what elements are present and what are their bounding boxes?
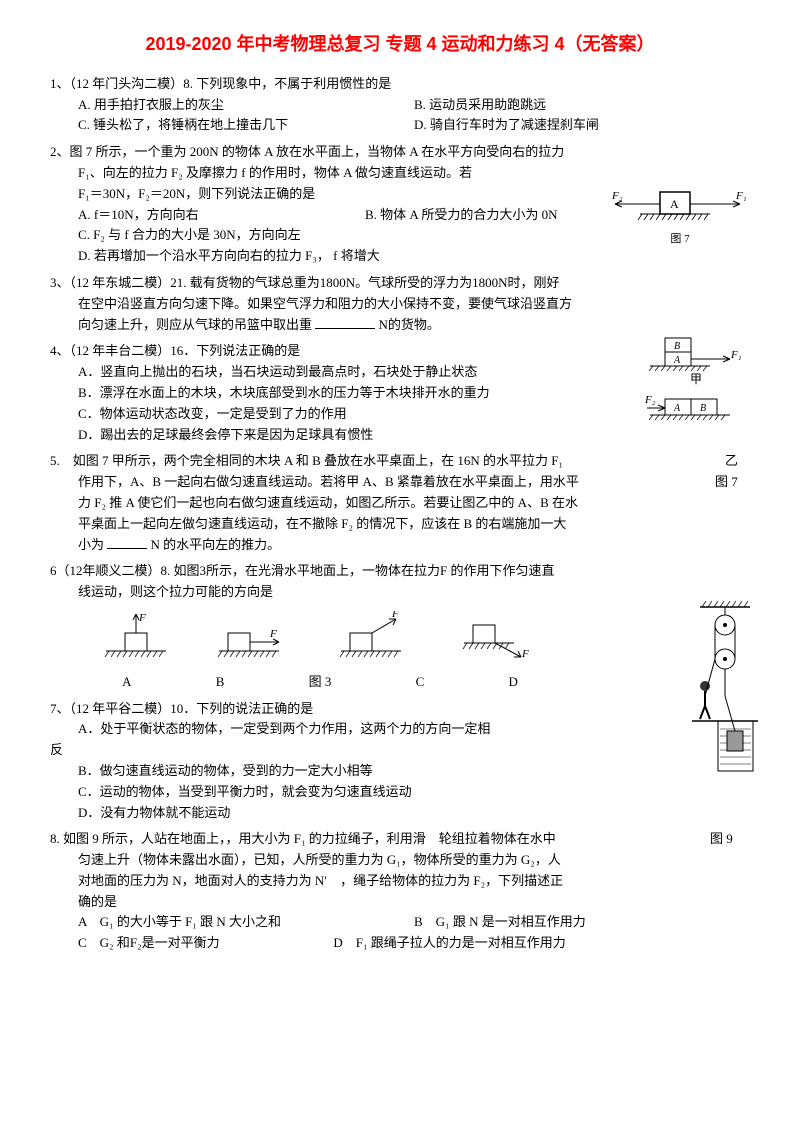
q5-line5a: 小为 <box>78 537 104 552</box>
q6-diag-b: F <box>214 611 294 668</box>
q3-blank <box>315 328 375 329</box>
svg-text:A: A <box>673 403 681 414</box>
svg-text:F: F <box>269 628 277 640</box>
q3-line2: 在空中沿竖直方向匀速下降。如果空气浮力和阻力的大小保持不变，要使气球沿竖直方 <box>50 294 750 315</box>
svg-text:甲: 甲 <box>690 372 702 386</box>
svg-text:F: F <box>391 611 399 620</box>
q6-label-a: A <box>122 672 131 693</box>
q8-fig-label: 图 9 <box>710 829 750 850</box>
page-title: 2019-2020 年中考物理总复习 专题 4 运动和力练习 4（无答案） <box>50 30 750 59</box>
question-1: 1、（12 年门头沟二模）8. 下列现象中，不属于利用惯性的是 A. 用手拍打衣… <box>50 74 750 136</box>
q3-line1: 3、（12 年东城二模）21. 载有货物的气球总重为1800N。气球所受的浮力为… <box>50 273 750 294</box>
q5-fig-yi: 乙 <box>725 451 750 472</box>
q2-line2: F₁、向左的拉力 F₂ 及摩擦力 f 的作用时，物体 A 做匀速直线运动。若 <box>50 163 750 184</box>
q7-opt-b: B．做匀速直线运动的物体，受到的力一定大小相等 <box>50 761 750 782</box>
q8-opt-d: D F₁ 跟绳子拉人的力是一对相互作用力 <box>333 933 565 954</box>
q6-label-c: C <box>416 672 425 693</box>
q2-figure: F₂ A F₁ 图 7 <box>610 184 750 248</box>
q5-line2: 作用下，A、B 一起向右做匀速直线运动。若将甲 A、B 紧靠着放在水平桌面上，用… <box>50 472 715 493</box>
q5-blank <box>107 548 147 549</box>
q3-line3a: 向匀速上升，则应从气球的吊篮中取出重 <box>78 317 312 332</box>
q6-line2: 线运动，则这个拉力可能的方向是 <box>50 582 750 603</box>
q1-opt-a: A. 用手拍打衣服上的灰尘 <box>78 95 414 116</box>
svg-text:A: A <box>673 355 681 366</box>
q2-opt-b: B. 物体 A 所受力的合力大小为 0N <box>365 205 557 226</box>
svg-text:F: F <box>521 648 529 660</box>
q8-opt-b: B G₁ 跟 N 是一对相互作用力 <box>414 912 586 933</box>
q1-stem: 1、（12 年门头沟二模）8. 下列现象中，不属于利用惯性的是 <box>50 74 750 95</box>
question-8: 8. 如图 9 所示，人站在地面上，，用大小为 F₁ 的力拉绳子，利用滑 轮组拉… <box>50 829 750 954</box>
q6-diag-c: F <box>336 611 416 668</box>
q2-f1-label: F₁ <box>735 190 747 202</box>
q5-line5b: N 的水平向左的推力。 <box>151 537 281 552</box>
q2-f2-label: F₂ <box>611 190 623 202</box>
q7-opt-d: D．没有力物体就不能运动 <box>50 803 750 824</box>
q6-label-b: B <box>216 672 225 693</box>
question-4: 4、（12 年丰台二模）16．下列说法正确的是 A．竖直向上抛出的石块，当石块运… <box>50 341 750 445</box>
q7-opt-a2: 反 <box>50 740 750 761</box>
q8-line1: 8. 如图 9 所示，人站在地面上，，用大小为 F₁ 的力拉绳子，利用滑 轮组拉… <box>50 829 710 850</box>
q8-opt-a: A G₁ 的大小等于 F₁ 跟 N 大小之和 <box>78 912 414 933</box>
q7-opt-c: C．运动的物体，当受到平衡力时，就会变为匀速直线运动 <box>50 782 750 803</box>
q3-line3b: N的货物。 <box>379 317 440 332</box>
q8-opt-c: C G₂ 和F₂是一对平衡力 <box>78 933 333 954</box>
question-6: 6（12年顺义二模）8. 如图3所示，在光滑水平地面上，一物体在拉力F 的作用下… <box>50 561 750 692</box>
q2-opt-d: D. 若再增加一个沿水平方向向右的拉力 F₃， f 将增大 <box>50 246 750 267</box>
q5-line4: 平桌面上一起向左做匀速直线运动，在不撤除 F₂ 的情况下，应该在 B 的右端施加… <box>50 514 750 535</box>
q2-diagram-svg: F₂ A F₁ <box>610 184 750 224</box>
q5-line1: 5. 如图 7 甲所示，两个完全相同的木块 A 和 B 叠放在水平桌面上，在 1… <box>50 451 725 472</box>
q6-diag-a: F <box>101 611 171 668</box>
q5-fig-label: 图 7 <box>715 472 750 493</box>
q1-opt-d: D. 骑自行车时为了减速捏刹车闸 <box>414 115 750 136</box>
question-5: 5. 如图 7 甲所示，两个完全相同的木块 A 和 B 叠放在水平桌面上，在 1… <box>50 451 750 555</box>
q2-opt-a: A. f＝10N，方向向右 <box>50 205 365 226</box>
svg-text:B: B <box>700 403 706 414</box>
q6-diagrams: F F <box>80 611 560 668</box>
q2-line1: 2、图 7 所示，一个重为 200N 的物体 A 放在水平面上，当物体 A 在水… <box>50 142 750 163</box>
q1-opt-b: B. 运动员采用助跑跳远 <box>414 95 750 116</box>
q6-line1: 6（12年顺义二模）8. 如图3所示，在光滑水平地面上，一物体在拉力F 的作用下… <box>50 561 750 582</box>
svg-text:F₁: F₁ <box>730 349 742 361</box>
q6-fig-label: 图 3 <box>309 672 332 693</box>
question-7: 7、（12 年平谷二模）10．下列的说法正确的是 A．处于平衡状态的物体，一定受… <box>50 699 750 824</box>
svg-text:F₂: F₂ <box>645 394 656 406</box>
svg-text:B: B <box>674 341 680 352</box>
q7-stem: 7、（12 年平谷二模）10．下列的说法正确的是 <box>50 699 750 720</box>
q8-line4: 确的是 <box>50 892 750 913</box>
q8-line3: 对地面的压力为 N，地面对人的支持力为 N′ ，绳子给物体的拉力为 F₂，下列描… <box>50 871 750 892</box>
q1-opt-c: C. 锤头松了，将锤柄在地上撞击几下 <box>78 115 414 136</box>
q8-line2: 匀速上升（物体未露出水面），已知，人所受的重力为 G₁，物体所受的重力为 G₂，… <box>50 850 750 871</box>
q6-label-d: D <box>508 672 517 693</box>
svg-text:F: F <box>138 612 146 624</box>
q4-diagram-svg: B A F₁ 甲 F₂ A B <box>645 336 750 431</box>
question-2: 2、图 7 所示，一个重为 200N 的物体 A 放在水平面上，当物体 A 在水… <box>50 142 750 267</box>
q6-diag-d: F <box>459 611 539 668</box>
q2-fig-label: 图 7 <box>610 231 750 249</box>
q7-opt-a1: A．处于平衡状态的物体，一定受到两个力作用，这两个力的方向一定相 <box>50 719 750 740</box>
q5-line3: 力 F₂ 推 A 使它们一起也向右做匀速直线运动，如图乙所示。若要让图乙中的 A… <box>50 493 750 514</box>
question-3: 3、（12 年东城二模）21. 载有货物的气球总重为1800N。气球所受的浮力为… <box>50 273 750 335</box>
q4-figure: B A F₁ 甲 F₂ A B <box>645 336 750 438</box>
q2-a-label: A <box>670 197 679 211</box>
